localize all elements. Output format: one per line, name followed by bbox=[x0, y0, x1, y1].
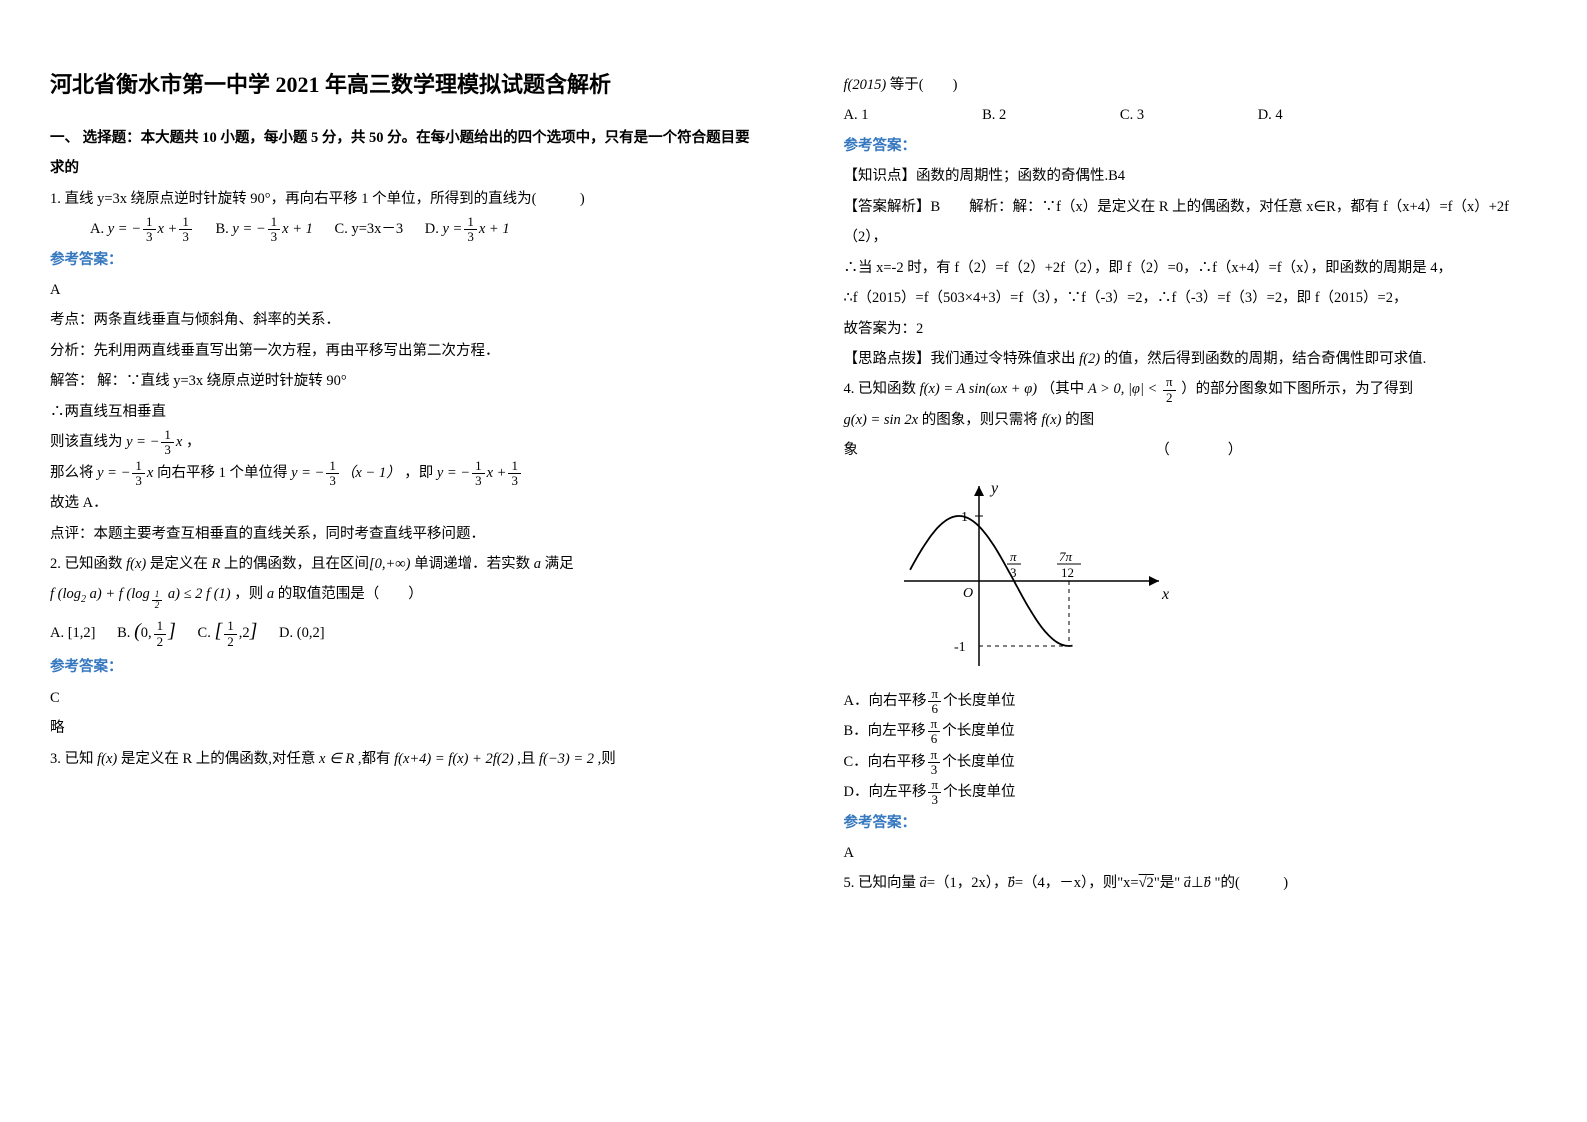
q2-opt-c: C. [12,2] bbox=[198, 610, 258, 652]
q1-opt-c: C. y=3x－3 bbox=[335, 214, 404, 244]
q2-cond: f (log2 a) + f (log12 a) ≤ 2 f (1) ，则 a … bbox=[50, 579, 754, 610]
q1-exp2: 分析：先利用两直线垂直写出第一次方程，再由平移写出第二次方程． bbox=[50, 336, 754, 366]
q5-stem: 5. 已知向量 a⃗=（1，2x），b⃗=（4，－x），则"x=√2"是" a⃗… bbox=[844, 868, 1548, 898]
right-column: f(2015) 等于( ) A. 1 B. 2 C. 3 D. 4 参考答案： … bbox=[794, 0, 1587, 1122]
q4-opt-a: A．向右平移π6个长度单位 bbox=[844, 686, 1548, 716]
q3-e3: 故答案为：2 bbox=[844, 314, 1548, 344]
q1-exp6: 那么将 y = −13x 向右平移 1 个单位得 y = −13（x − 1） … bbox=[50, 458, 754, 488]
q2-options: A. [1,2] B. (0,12] C. [12,2] D. (0,2] bbox=[50, 610, 754, 652]
q2-ans: C bbox=[50, 683, 754, 713]
svg-text:x: x bbox=[1161, 586, 1169, 603]
q1-ans-label: 参考答案： bbox=[50, 245, 754, 275]
q3-e2: ∴f（2015）=f（503×4+3）=f（3），∵f（-3）=2，∴f（-3）… bbox=[844, 283, 1548, 313]
q3-tip: 【思路点拨】我们通过令特殊值求出 f(2) 的值，然后得到函数的周期，结合奇偶性… bbox=[844, 344, 1548, 374]
q1-opt-b: B. y = −13x + 1 bbox=[215, 214, 312, 244]
svg-text:-1: -1 bbox=[954, 640, 966, 655]
q4-stem: 4. 已知函数 f(x) = A sin(ωx + φ) （其中 A > 0, … bbox=[844, 374, 1548, 404]
q4-ans: A bbox=[844, 838, 1548, 868]
svg-text:y: y bbox=[989, 480, 999, 497]
q1-exp8: 点评：本题主要考查互相垂直的直线关系，同时考查直线平移问题． bbox=[50, 519, 754, 549]
q3-opt-c: C. 3 bbox=[1120, 100, 1144, 130]
q4-opt-b: B．向左平移π6个长度单位 bbox=[844, 716, 1548, 746]
q1-opt-a: A. y = −13x +13 bbox=[90, 214, 194, 244]
svg-text:7π: 7π bbox=[1059, 549, 1073, 564]
q3-ans-label: 参考答案： bbox=[844, 131, 1548, 161]
left-column: 河北省衡水市第一中学 2021 年高三数学理模拟试题含解析 一、 选择题：本大题… bbox=[0, 0, 794, 1122]
q3-opt-b: B. 2 bbox=[982, 100, 1006, 130]
q1-opt-d: D. y =13x + 1 bbox=[425, 214, 510, 244]
q3-e1: ∴当 x=-2 时，有 f（2）=f（2）+2f（2），即 f（2）=0，∴f（… bbox=[844, 253, 1548, 283]
svg-text:O: O bbox=[963, 586, 973, 601]
q3-opt-d: D. 4 bbox=[1258, 100, 1283, 130]
q3-line2: f(2015) 等于( ) bbox=[844, 70, 1548, 100]
q1-exp3: 解答： 解：∵直线 y=3x 绕原点逆时针旋转 90° bbox=[50, 366, 754, 396]
q1-ans: A bbox=[50, 275, 754, 305]
q3-stem: 3. 已知 f(x) 是定义在 R 上的偶函数,对任意 x ∈ R ,都有 f(… bbox=[50, 744, 754, 774]
q2-opt-b: B. (0,12] bbox=[117, 610, 176, 652]
q2-opt-d: D. (0,2] bbox=[279, 618, 325, 648]
q1-exp1: 考点：两条直线垂直与倾斜角、斜率的关系． bbox=[50, 305, 754, 335]
q1-stem: 1. 直线 y=3x 绕原点逆时针旋转 90°，再向右平移 1 个单位，所得到的… bbox=[50, 184, 754, 214]
q2-exp: 略 bbox=[50, 713, 754, 743]
q3-options: A. 1 B. 2 C. 3 D. 4 bbox=[844, 100, 1548, 130]
q3-opt-a: A. 1 bbox=[844, 100, 869, 130]
q4-opt-c: C．向右平移π3个长度单位 bbox=[844, 747, 1548, 777]
q2-opt-a: A. [1,2] bbox=[50, 618, 96, 648]
q4-line3: 象 （ ） bbox=[844, 435, 1548, 465]
q2-stem: 2. 已知函数 f(x) 是定义在 R 上的偶函数，且在区间[0,+∞) 单调递… bbox=[50, 549, 754, 579]
q1-exp4: ∴两直线互相垂直 bbox=[50, 397, 754, 427]
q3-aa: 【答案解析】B 解析：解：∵f（x）是定义在 R 上的偶函数，对任意 x∈R，都… bbox=[844, 192, 1548, 253]
q1-exp7: 故选 A． bbox=[50, 488, 754, 518]
q4-chart: yxO1-1π37π12 bbox=[884, 471, 1548, 681]
q4-opt-d: D．向左平移π3个长度单位 bbox=[844, 777, 1548, 807]
q2-ans-label: 参考答案： bbox=[50, 652, 754, 682]
doc-title: 河北省衡水市第一中学 2021 年高三数学理模拟试题含解析 bbox=[50, 70, 754, 101]
q3-kp: 【知识点】函数的周期性；函数的奇偶性.B4 bbox=[844, 161, 1548, 191]
svg-text:12: 12 bbox=[1061, 565, 1074, 580]
section-heading: 一、 选择题：本大题共 10 小题，每小题 5 分，共 50 分。在每小题给出的… bbox=[50, 123, 754, 184]
q1-exp5: 则该直线为 y = −13x ， bbox=[50, 427, 754, 457]
q1-options: A. y = −13x +13 B. y = −13x + 1 C. y=3x－… bbox=[50, 214, 754, 244]
q4-line2: g(x) = sin 2x 的图象，则只需将 f(x) 的图 bbox=[844, 405, 1548, 435]
svg-text:π: π bbox=[1010, 549, 1017, 564]
q4-ans-label: 参考答案： bbox=[844, 808, 1548, 838]
